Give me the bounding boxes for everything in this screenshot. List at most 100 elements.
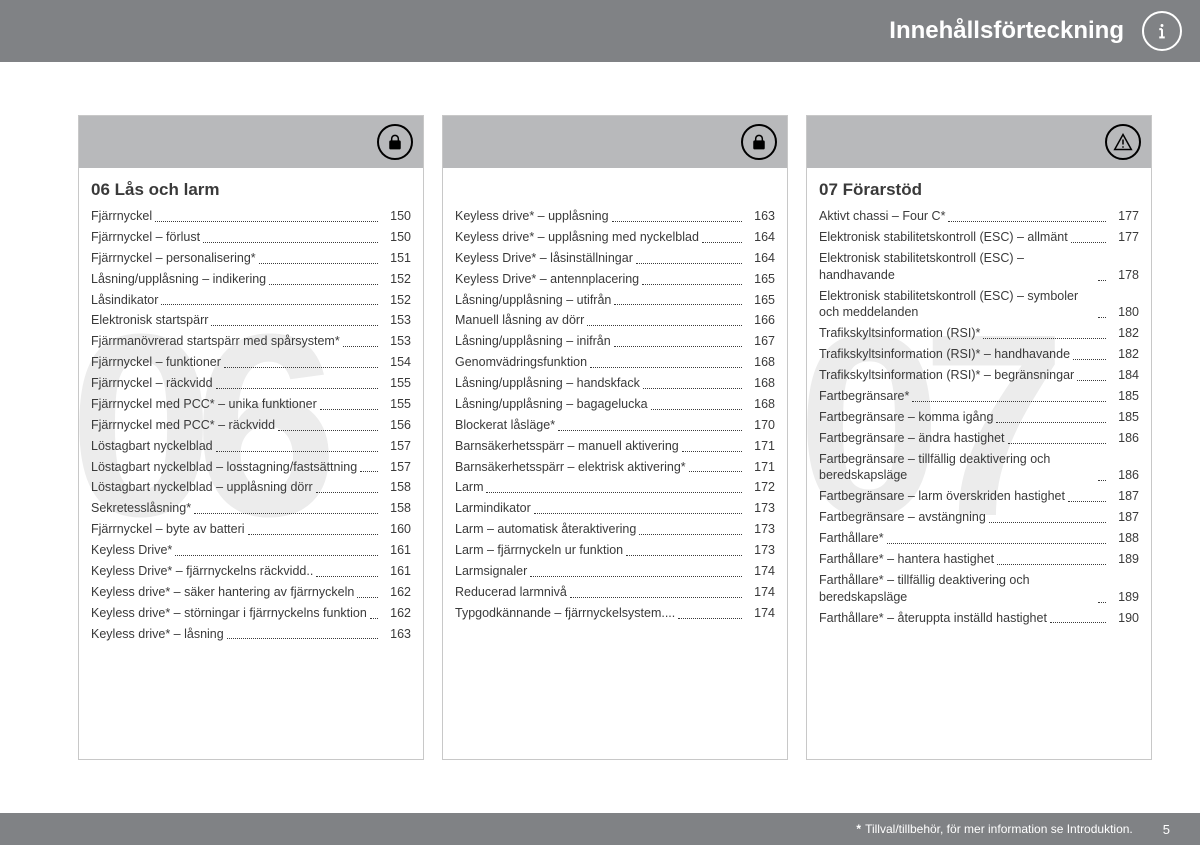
toc-entry[interactable]: Elektronisk startspärr153 xyxy=(91,312,411,329)
toc-entry-leader xyxy=(682,451,742,452)
toc-entry[interactable]: Låsning/upplåsning – utifrån165 xyxy=(455,292,775,309)
toc-entry[interactable]: Keyless drive* – säker hantering av fjär… xyxy=(91,584,411,601)
toc-entry[interactable]: Fartbegränsare – komma igång185 xyxy=(819,409,1139,426)
toc-entry-page: 190 xyxy=(1109,610,1139,627)
toc-entry-leader xyxy=(534,513,742,514)
toc-entry[interactable]: Elektronisk stabilitetskontroll (ESC) – … xyxy=(819,288,1139,322)
toc-entry[interactable]: Fartbegränsare – avstängning187 xyxy=(819,509,1139,526)
toc-entry-label: Fjärrnyckel – räckvidd xyxy=(91,375,213,392)
toc-entry-leader xyxy=(887,543,1106,544)
toc-entry-page: 150 xyxy=(381,229,411,246)
toc-entry-label: Farthållare* – återuppta inställd hastig… xyxy=(819,610,1047,627)
toc-entry[interactable]: Fjärrnyckel med PCC* – unika funktioner1… xyxy=(91,396,411,413)
toc-entry-leader xyxy=(278,430,378,431)
toc-entry-leader xyxy=(155,221,378,222)
toc-entry-label: Keyless drive* – säker hantering av fjär… xyxy=(91,584,354,601)
toc-entry-label: Trafikskyltsinformation (RSI)* – handhav… xyxy=(819,346,1070,363)
toc-entry-page: 182 xyxy=(1109,325,1139,342)
toc-entry-page: 152 xyxy=(381,292,411,309)
toc-entry[interactable]: Löstagbart nyckelblad157 xyxy=(91,438,411,455)
toc-entry[interactable]: Trafikskyltsinformation (RSI)* – handhav… xyxy=(819,346,1139,363)
toc-entry[interactable]: Barnsäkerhetsspärr – manuell aktivering1… xyxy=(455,438,775,455)
toc-entry[interactable]: Reducerad larmnivå174 xyxy=(455,584,775,601)
toc-entry[interactable]: Fjärrnyckel med PCC* – räckvidd156 xyxy=(91,417,411,434)
toc-entry-leader xyxy=(1071,242,1106,243)
toc-entry[interactable]: Fartbegränsare*185 xyxy=(819,388,1139,405)
toc-entry-label: Låsning/upplåsning – bagagelucka xyxy=(455,396,648,413)
toc-entry-page: 152 xyxy=(381,271,411,288)
toc-entry-page: 180 xyxy=(1109,304,1139,321)
toc-entry[interactable]: Låsning/upplåsning – bagagelucka168 xyxy=(455,396,775,413)
toc-entry[interactable]: Aktivt chassi – Four C*177 xyxy=(819,208,1139,225)
warning-icon xyxy=(1105,124,1141,160)
toc-entry[interactable]: Farthållare* – tillfällig deaktivering o… xyxy=(819,572,1139,606)
toc-entry-leader xyxy=(702,242,742,243)
toc-entry[interactable]: Farthållare* – hantera hastighet189 xyxy=(819,551,1139,568)
toc-entry[interactable]: Larmsignaler174 xyxy=(455,563,775,580)
toc-entry[interactable]: Fjärrnyckel – räckvidd155 xyxy=(91,375,411,392)
toc-entry[interactable]: Keyless Drive* – antennplacering165 xyxy=(455,271,775,288)
toc-entry[interactable]: Keyless drive* – upplåsning163 xyxy=(455,208,775,225)
toc-entry-leader xyxy=(370,618,378,619)
toc-entry[interactable]: Fartbegränsare – ändra hastighet186 xyxy=(819,430,1139,447)
toc-entry[interactable]: Låsning/upplåsning – handskfack168 xyxy=(455,375,775,392)
toc-entry[interactable]: Sekretesslåsning*158 xyxy=(91,500,411,517)
column-icon-bar xyxy=(79,116,423,168)
toc-entry-label: Typgodkännande – fjärrnyckelsystem.... xyxy=(455,605,675,622)
toc-entry[interactable]: Typgodkännande – fjärrnyckelsystem.... 17… xyxy=(455,605,775,622)
toc-entry[interactable]: Fjärrnyckel – funktioner154 xyxy=(91,354,411,371)
toc-entry[interactable]: Manuell låsning av dörr166 xyxy=(455,312,775,329)
toc-entry-page: 163 xyxy=(745,208,775,225)
toc-entry[interactable]: Larmindikator173 xyxy=(455,500,775,517)
toc-entry[interactable]: Fjärrnyckel – förlust150 xyxy=(91,229,411,246)
toc-entry[interactable]: Elektronisk stabilitetskontroll (ESC) – … xyxy=(819,229,1139,246)
toc-entry-leader xyxy=(996,422,1106,423)
toc-entry[interactable]: Farthållare* – återuppta inställd hastig… xyxy=(819,610,1139,627)
toc-entry[interactable]: Larm172 xyxy=(455,479,775,496)
toc-entry[interactable]: Fjärrmanövrerad startspärr med spårsyste… xyxy=(91,333,411,350)
toc-entry[interactable]: Löstagbart nyckelblad – losstagning/fast… xyxy=(91,459,411,476)
toc-entry[interactable]: Keyless Drive*161 xyxy=(91,542,411,559)
toc-entry[interactable]: Keyless Drive* – låsinställningar164 xyxy=(455,250,775,267)
toc-entry-label: Fjärrnyckel xyxy=(91,208,152,225)
toc-entry[interactable]: Fjärrnyckel – byte av batteri160 xyxy=(91,521,411,538)
toc-entry[interactable]: Låsning/upplåsning – indikering152 xyxy=(91,271,411,288)
toc-entry-label: Fartbegränsare – larm överskriden hastig… xyxy=(819,488,1065,505)
toc-entry[interactable]: Keyless Drive* – fjärrnyckelns räckvidd.… xyxy=(91,563,411,580)
toc-entry-label: Fartbegränsare* xyxy=(819,388,909,405)
toc-entry-page: 189 xyxy=(1109,551,1139,568)
toc-entry[interactable]: Barnsäkerhetsspärr – elektrisk aktiverin… xyxy=(455,459,775,476)
toc-entry-leader xyxy=(530,576,742,577)
toc-entries: Aktivt chassi – Four C*177 Elektronisk st… xyxy=(807,208,1151,640)
toc-entry-leader xyxy=(558,430,742,431)
toc-entry-page: 172 xyxy=(745,479,775,496)
toc-entry[interactable]: Fartbegränsare – tillfällig deaktivering… xyxy=(819,451,1139,485)
toc-entry-label: Trafikskyltsinformation (RSI)* xyxy=(819,325,980,342)
toc-entry[interactable]: Keyless drive* – störningar i fjärrnycke… xyxy=(91,605,411,622)
toc-entry[interactable]: Farthållare*188 xyxy=(819,530,1139,547)
toc-entry-page: 155 xyxy=(381,396,411,413)
toc-entry[interactable]: Blockerat låsläge*170 xyxy=(455,417,775,434)
toc-entry[interactable]: Låsning/upplåsning – inifrån167 xyxy=(455,333,775,350)
toc-entry-leader xyxy=(636,263,742,264)
toc-entry[interactable]: Genomvädringsfunktion168 xyxy=(455,354,775,371)
toc-entry[interactable]: Larm – fjärrnyckeln ur funktion173 xyxy=(455,542,775,559)
toc-entry[interactable]: Keyless drive* – låsning163 xyxy=(91,626,411,643)
toc-entry[interactable]: Larm – automatisk återaktivering173 xyxy=(455,521,775,538)
toc-entry[interactable]: Fartbegränsare – larm överskriden hastig… xyxy=(819,488,1139,505)
toc-columns: 0606 Lås och larmFjärrnyckel150Fjärrnyck… xyxy=(78,115,1152,760)
toc-entry[interactable]: Fjärrnyckel150 xyxy=(91,208,411,225)
toc-entry-page: 164 xyxy=(745,250,775,267)
toc-entry[interactable]: Trafikskyltsinformation (RSI)* 182 xyxy=(819,325,1139,342)
toc-entry[interactable]: Låsindikator152 xyxy=(91,292,411,309)
toc-entry[interactable]: Trafikskyltsinformation (RSI)* – begräns… xyxy=(819,367,1139,384)
toc-entry-leader xyxy=(1008,443,1106,444)
toc-entry[interactable]: Elektronisk stabilitetskontroll (ESC) – … xyxy=(819,250,1139,284)
toc-entry[interactable]: Fjärrnyckel – personalisering*151 xyxy=(91,250,411,267)
toc-column-inner: 0707 FörarstödAktivt chassi – Four C*177… xyxy=(806,115,1152,760)
toc-entry[interactable]: Keyless drive* – upplåsning med nyckelbl… xyxy=(455,229,775,246)
toc-entry-leader xyxy=(259,263,378,264)
toc-entry-page: 168 xyxy=(745,375,775,392)
toc-entry[interactable]: Löstagbart nyckelblad – upplåsning dörr1… xyxy=(91,479,411,496)
toc-entry-page: 174 xyxy=(745,605,775,622)
